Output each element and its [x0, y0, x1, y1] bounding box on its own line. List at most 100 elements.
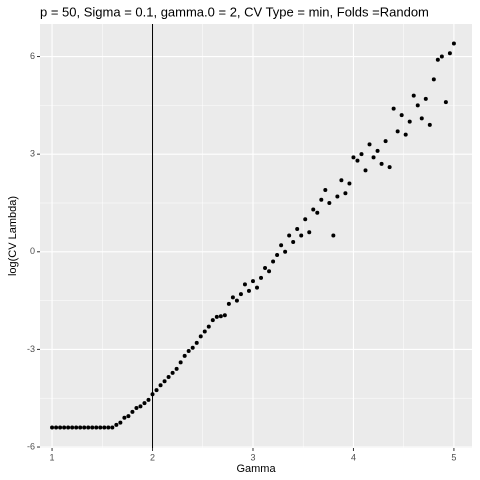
point [102, 425, 107, 430]
point [58, 425, 63, 430]
point [447, 51, 452, 56]
point [363, 168, 368, 173]
point [371, 155, 376, 160]
point [271, 259, 276, 264]
point [150, 392, 155, 397]
x-axis-title: Gamma [236, 463, 276, 475]
point [50, 425, 55, 430]
point [154, 388, 159, 393]
point [415, 103, 420, 108]
y-axis-title: log(CV Lambda) [7, 196, 19, 276]
point [210, 318, 215, 323]
point [82, 425, 87, 430]
point [54, 425, 59, 430]
point [443, 100, 448, 105]
point [94, 425, 99, 430]
point [166, 375, 171, 380]
point [186, 349, 191, 354]
point [70, 425, 75, 430]
point [110, 425, 115, 430]
point [403, 132, 408, 137]
point [311, 207, 316, 212]
point [98, 425, 103, 430]
x-tick-label: 1 [50, 452, 55, 462]
point [230, 295, 235, 300]
point [427, 122, 432, 127]
point [114, 422, 119, 427]
point [327, 200, 332, 205]
point [263, 266, 268, 271]
point [218, 314, 223, 319]
point [267, 269, 272, 274]
point [275, 253, 280, 258]
point [299, 233, 304, 238]
point [367, 142, 372, 147]
point [255, 285, 260, 290]
point [347, 181, 352, 186]
point [295, 227, 300, 232]
x-tick-label: 3 [250, 452, 255, 462]
point [182, 353, 187, 358]
point [307, 230, 312, 235]
point [259, 275, 264, 280]
x-tick-label: 4 [351, 452, 356, 462]
point [303, 217, 308, 222]
chart-title: p = 50, Sigma = 0.1, gamma.0 = 2, CV Typ… [40, 4, 429, 19]
y-tick-label: -3 [27, 344, 35, 354]
point [355, 158, 360, 163]
point [162, 379, 167, 384]
point [451, 41, 456, 46]
point [407, 119, 412, 124]
point [174, 366, 179, 371]
point [246, 288, 251, 293]
point [242, 282, 247, 287]
point [359, 152, 364, 157]
point [142, 401, 147, 406]
point [439, 54, 444, 59]
point [391, 106, 396, 111]
point [106, 425, 111, 430]
y-tick-label: 0 [30, 246, 35, 256]
point [198, 334, 203, 339]
point [66, 425, 71, 430]
point [206, 324, 211, 329]
point [122, 415, 127, 420]
plot-panel [40, 24, 472, 448]
point [126, 414, 131, 419]
point [214, 314, 219, 319]
point [379, 161, 384, 166]
point [250, 279, 255, 284]
point [387, 165, 392, 170]
point [323, 187, 328, 192]
point [291, 240, 296, 245]
point [62, 425, 67, 430]
point [335, 194, 340, 199]
point [178, 360, 183, 365]
point [90, 425, 95, 430]
point [118, 420, 123, 425]
point [170, 370, 175, 375]
point [78, 425, 83, 430]
point [279, 243, 284, 248]
point [146, 397, 151, 402]
point [399, 113, 404, 118]
point [226, 301, 231, 306]
point [287, 233, 292, 238]
point [158, 383, 163, 388]
point [435, 57, 440, 62]
point [283, 249, 288, 254]
x-tick-label: 5 [451, 452, 456, 462]
point [411, 93, 416, 98]
point [194, 340, 199, 345]
point [431, 77, 436, 82]
point [395, 129, 400, 134]
point [423, 96, 428, 101]
point [319, 197, 324, 202]
point [315, 210, 320, 215]
point [74, 425, 79, 430]
point [375, 148, 380, 153]
x-tick-label: 2 [150, 452, 155, 462]
point [138, 404, 143, 409]
point [134, 405, 139, 410]
point [222, 313, 227, 318]
